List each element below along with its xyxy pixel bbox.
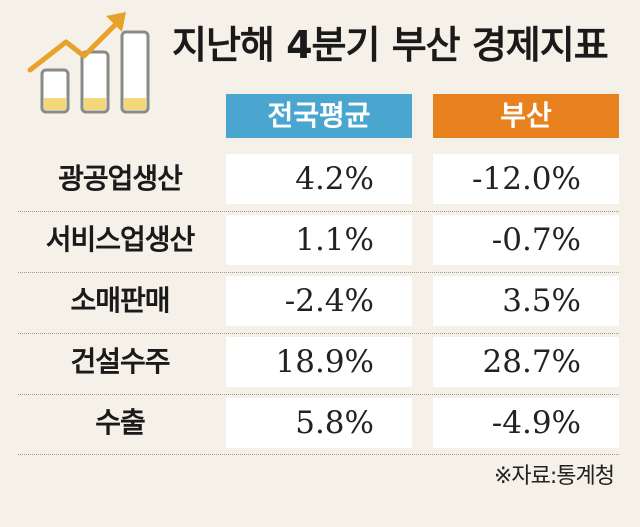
source-note: ※자료:통계청 bbox=[493, 464, 615, 489]
row-label: 건설수주 bbox=[70, 345, 170, 378]
busan-value: 3.5% bbox=[433, 276, 619, 326]
row-divider bbox=[18, 211, 619, 212]
row-label: 소매판매 bbox=[70, 284, 170, 317]
rising-bar-chart-with-arrow-icon bbox=[27, 12, 150, 114]
busan-value: 28.7% bbox=[433, 337, 619, 387]
national-value: 5.8% bbox=[226, 398, 412, 448]
row-divider bbox=[18, 394, 619, 395]
national-value: 1.1% bbox=[226, 215, 412, 265]
row-divider bbox=[18, 333, 619, 334]
column-header-national: 전국평균 bbox=[226, 94, 412, 138]
busan-value: -4.9% bbox=[433, 398, 619, 448]
busan-value: -0.7% bbox=[433, 215, 619, 265]
row-divider bbox=[18, 454, 619, 455]
busan-value: -12.0% bbox=[433, 154, 619, 204]
row-divider bbox=[18, 272, 619, 273]
row-label: 서비스업생산 bbox=[45, 223, 196, 256]
row-label: 광공업생산 bbox=[58, 162, 183, 195]
column-header-busan: 부산 bbox=[433, 94, 619, 138]
national-value: 4.2% bbox=[226, 154, 412, 204]
page-title: 지난해 4분기 부산 경제지표 bbox=[172, 23, 609, 67]
national-value: 18.9% bbox=[226, 337, 412, 387]
national-value: -2.4% bbox=[226, 276, 412, 326]
row-label: 수출 bbox=[95, 406, 146, 439]
